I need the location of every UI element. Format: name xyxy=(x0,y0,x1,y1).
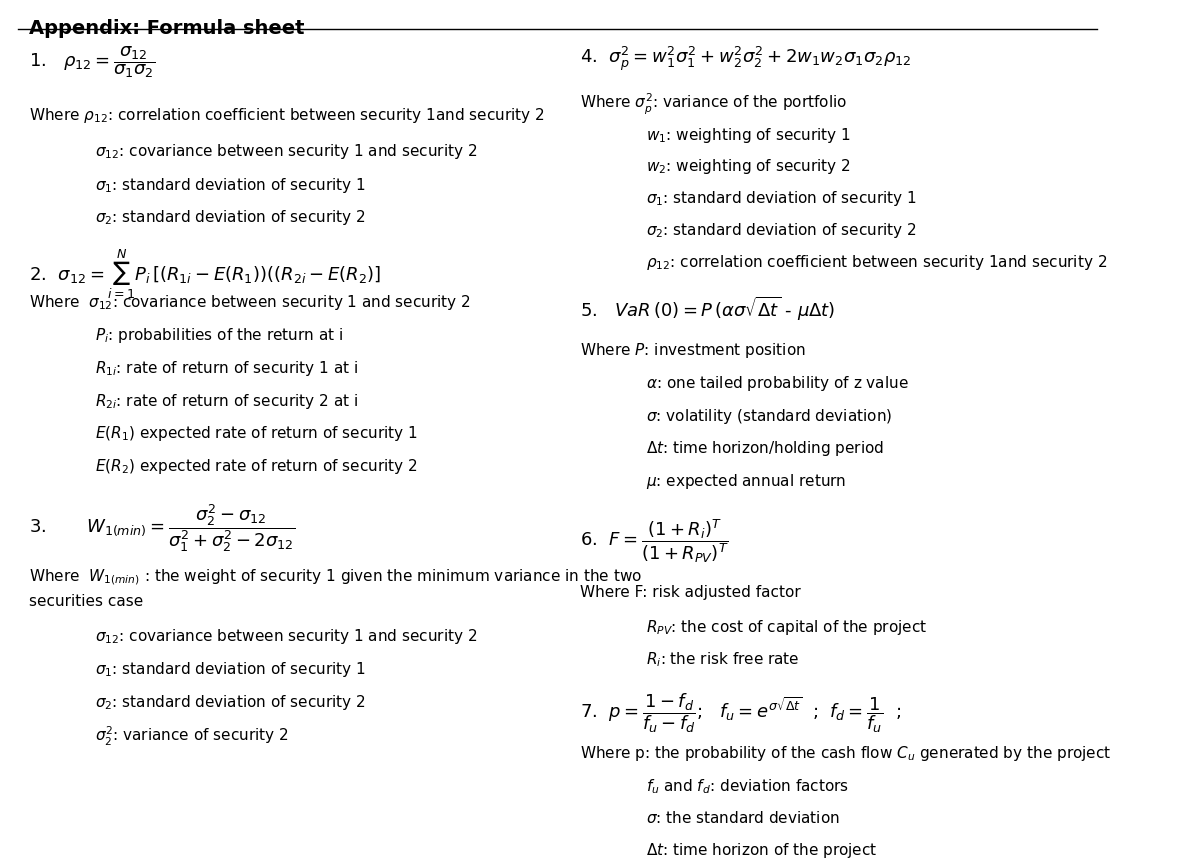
Text: $f_u$ and $f_d$: deviation factors: $f_u$ and $f_d$: deviation factors xyxy=(646,777,848,796)
Text: $\Delta t$: time horizon/holding period: $\Delta t$: time horizon/holding period xyxy=(646,440,883,459)
Text: Where $\sigma_p^2$: variance of the portfolio: Where $\sigma_p^2$: variance of the port… xyxy=(580,92,847,117)
Text: $E(R_2)$ expected rate of return of security 2: $E(R_2)$ expected rate of return of secu… xyxy=(95,457,418,476)
Text: $\sigma_2$: standard deviation of security 2: $\sigma_2$: standard deviation of securi… xyxy=(95,693,366,712)
Text: $R_{PV}$: the cost of capital of the project: $R_{PV}$: the cost of capital of the pro… xyxy=(646,618,926,637)
Text: Where  $\sigma_{12}$: covariance between security 1 and security 2: Where $\sigma_{12}$: covariance between … xyxy=(29,293,470,312)
Text: $\sigma_1$: standard deviation of security 1: $\sigma_1$: standard deviation of securi… xyxy=(95,660,366,679)
Text: $\sigma$: the standard deviation: $\sigma$: the standard deviation xyxy=(646,810,840,825)
Text: $\sigma_{12}$: covariance between security 1 and security 2: $\sigma_{12}$: covariance between securi… xyxy=(95,142,478,161)
Text: $\alpha$: one tailed probability of z value: $\alpha$: one tailed probability of z va… xyxy=(646,374,908,393)
Text: 3.       $W_{1(min)} = \dfrac{\sigma_2^2 - \sigma_{12}}{\sigma_1^2 + \sigma_2^2 : 3. $W_{1(min)} = \dfrac{\sigma_2^2 - \si… xyxy=(29,502,295,554)
Text: $R_{2i}$: rate of return of security 2 at i: $R_{2i}$: rate of return of security 2 a… xyxy=(95,392,358,411)
Text: 6.  $F=\dfrac{(1+R_i)^T}{(1+R_{PV})^T}$: 6. $F=\dfrac{(1+R_i)^T}{(1+R_{PV})^T}$ xyxy=(580,517,728,564)
Text: $w_2$: weighting of security 2: $w_2$: weighting of security 2 xyxy=(646,158,851,177)
Text: 1.   $\rho_{12} = \dfrac{\sigma_{12}}{\sigma_1\sigma_2}$: 1. $\rho_{12} = \dfrac{\sigma_{12}}{\sig… xyxy=(29,44,155,81)
Text: $\rho_{12}$: correlation coefficient between security 1and security 2: $\rho_{12}$: correlation coefficient bet… xyxy=(646,253,1106,271)
Text: Where F: risk adjusted factor: Where F: risk adjusted factor xyxy=(580,584,800,600)
Text: 5.   $VaR\,(0) = P\,(\alpha\sigma\sqrt{\Delta t}$ - $\mu\Delta t)$: 5. $VaR\,(0) = P\,(\alpha\sigma\sqrt{\De… xyxy=(580,296,835,323)
Text: $\sigma_1$: standard deviation of security 1: $\sigma_1$: standard deviation of securi… xyxy=(646,189,917,208)
Text: $R_{1i}$: rate of return of security 1 at i: $R_{1i}$: rate of return of security 1 a… xyxy=(95,359,358,378)
Text: $w_1$: weighting of security 1: $w_1$: weighting of security 1 xyxy=(646,126,851,145)
Text: Where $P$: investment position: Where $P$: investment position xyxy=(580,341,805,360)
Text: $\sigma_1$: standard deviation of security 1: $\sigma_1$: standard deviation of securi… xyxy=(95,176,366,195)
Text: $\sigma_2^2$: variance of security 2: $\sigma_2^2$: variance of security 2 xyxy=(95,725,288,748)
Text: securities case: securities case xyxy=(29,594,143,609)
Text: $P_i$: probabilities of the return at i: $P_i$: probabilities of the return at i xyxy=(95,326,343,345)
Text: $R_i$: the risk free rate: $R_i$: the risk free rate xyxy=(646,651,799,669)
Text: $\sigma_{12}$: covariance between security 1 and security 2: $\sigma_{12}$: covariance between securi… xyxy=(95,628,478,646)
Text: Where  $W_{1(min)}$ : the weight of security 1 given the minimum variance in the: Where $W_{1(min)}$ : the weight of secur… xyxy=(29,567,642,587)
Text: Where p: the probability of the cash flow $C_u$ generated by the project: Where p: the probability of the cash flo… xyxy=(580,744,1111,763)
Text: Where $\rho_{12}$: correlation coefficient between security 1and security 2: Where $\rho_{12}$: correlation coefficie… xyxy=(29,106,545,125)
Text: $\sigma$: volatility (standard deviation): $\sigma$: volatility (standard deviation… xyxy=(646,407,892,426)
Text: $\sigma_2$: standard deviation of security 2: $\sigma_2$: standard deviation of securi… xyxy=(646,221,917,240)
Text: 2.  $\sigma_{12} = \sum_{i=1}^{N} P_i\,[(R_{1i} - E(R_1))((R_{2i} - E(R_2)]$: 2. $\sigma_{12} = \sum_{i=1}^{N} P_i\,[(… xyxy=(29,248,382,302)
Text: $\sigma_2$: standard deviation of security 2: $\sigma_2$: standard deviation of securi… xyxy=(95,208,366,227)
Text: $\Delta t$: time horizon of the project: $\Delta t$: time horizon of the project xyxy=(646,840,877,859)
Text: $\mu$: expected annual return: $\mu$: expected annual return xyxy=(646,472,846,491)
Text: 7.  $p=\dfrac{1-f_d}{f_u-f_d}$;   $f_u=e^{\sigma\sqrt{\Delta t}}$  ;  $f_d=\dfra: 7. $p=\dfrac{1-f_d}{f_u-f_d}$; $f_u=e^{\… xyxy=(580,691,901,734)
Text: Appendix: Formula sheet: Appendix: Formula sheet xyxy=(29,19,305,38)
Text: $E(R_1)$ expected rate of return of security 1: $E(R_1)$ expected rate of return of secu… xyxy=(95,424,418,443)
Text: 4.  $\sigma_p^2 = w_1^2\sigma_1^2 + w_2^2\sigma_2^2 + 2w_1w_2\sigma_1\sigma_2\rh: 4. $\sigma_p^2 = w_1^2\sigma_1^2 + w_2^2… xyxy=(580,44,911,73)
